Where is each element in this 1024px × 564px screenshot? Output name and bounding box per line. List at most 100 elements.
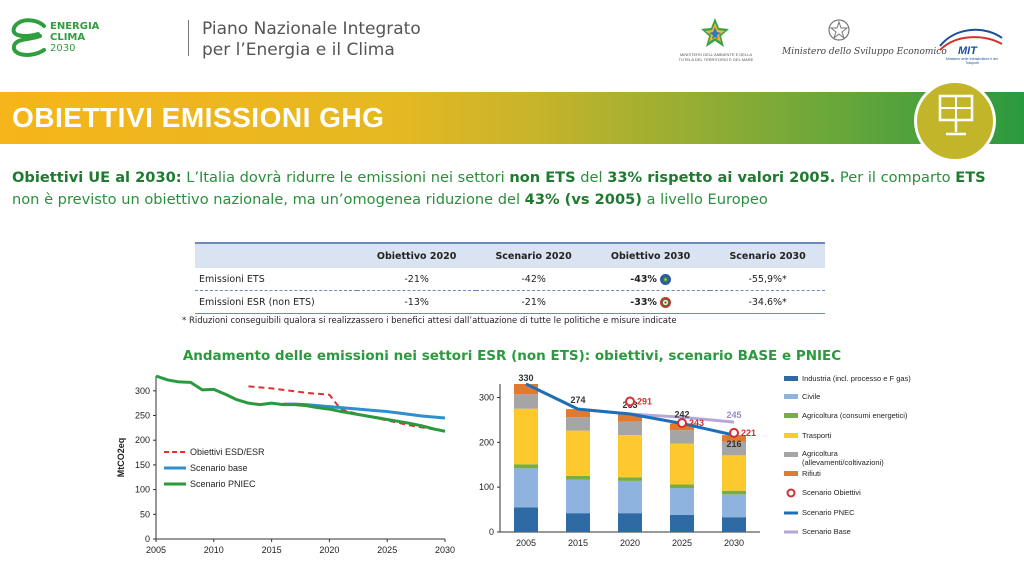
- mit-logo-text: MIT: [958, 45, 978, 57]
- bar-segment: [566, 475, 590, 480]
- objective-label: 243: [689, 418, 704, 428]
- target-icon: [659, 273, 671, 285]
- plan-title: Piano Nazionale Integrato per l’Energia …: [202, 19, 421, 60]
- y-tick-label: 200: [135, 435, 150, 445]
- bar-segment: [618, 421, 642, 436]
- legend-label: Scenario Obiettivi: [802, 488, 861, 497]
- y-tick-label: 0: [145, 534, 150, 544]
- legend-label: Scenario base: [190, 463, 248, 473]
- x-tick-label: 2025: [672, 538, 692, 548]
- objective-label: 221: [741, 428, 756, 438]
- legend-swatch: [784, 452, 798, 457]
- table-cell: -55,9%*: [710, 268, 825, 291]
- solar-panel-icon: [938, 94, 974, 136]
- bar-total-label: 216: [726, 439, 741, 449]
- bar-segment: [722, 517, 746, 532]
- y-axis-label: MtCO2eq: [116, 438, 126, 478]
- y-tick-label: 300: [479, 392, 494, 402]
- bar-total-label: 242: [674, 409, 689, 419]
- table-cell-target: -33%: [590, 290, 711, 314]
- table-cell-target: -43%: [590, 268, 711, 291]
- scenario-base-label: 245: [726, 410, 741, 420]
- bar-segment: [618, 513, 642, 532]
- bar-segment: [514, 468, 538, 508]
- legend-label: Scenario PNEC: [802, 508, 855, 517]
- legend-swatch: [784, 413, 798, 418]
- page-title: OBIETTIVI EMISSIONI GHG: [12, 102, 385, 133]
- table-cell: -21%: [357, 268, 477, 291]
- table-cell: -43%: [630, 273, 657, 285]
- x-tick-label: 2005: [146, 545, 166, 555]
- bar-segment: [566, 409, 590, 418]
- table-header-cell: [195, 242, 357, 268]
- ministry-sviluppo-label: Ministero dello Sviluppo Economico: [782, 47, 947, 57]
- table-cell: -21%: [476, 290, 591, 314]
- legend-label: Industria (incl. processo e F gas): [802, 374, 911, 383]
- legend-label: Trasporti: [802, 431, 832, 440]
- bar-segment: [618, 414, 642, 422]
- bar-segment: [722, 494, 746, 518]
- objective-marker: [625, 396, 635, 407]
- x-tick-label: 2025: [377, 545, 397, 555]
- legend-label: Rifiuti: [802, 469, 821, 478]
- bar-segment: [670, 430, 694, 444]
- bar-segment: [670, 484, 694, 489]
- mit-logo-icon: MIT: [939, 28, 1003, 57]
- bar-segment: [722, 435, 746, 442]
- x-tick-label: 2010: [204, 545, 224, 555]
- y-tick-label: 100: [135, 485, 150, 495]
- bar-segment: [670, 514, 694, 532]
- bar-segment: [514, 408, 538, 465]
- legend-label: Agricoltura (allevamenti/coltivazioni): [802, 449, 884, 467]
- logo-text: ENERGIA CLIMA 2030: [50, 21, 100, 54]
- legend-swatch: [786, 488, 796, 498]
- row-label: Emissioni ESR (non ETS): [195, 290, 357, 314]
- y-tick-label: 200: [479, 437, 494, 447]
- bar-segment: [670, 443, 694, 485]
- bar-segment: [566, 417, 590, 431]
- table-row: Emissioni ETS -21% -42% -43% -55,9%*: [195, 268, 825, 291]
- series-line: [248, 385, 446, 432]
- table-cell: -42%: [476, 268, 591, 291]
- ministry-trasporti-label: Ministero delle Infrastrutture e dei Tra…: [946, 57, 998, 65]
- esr-stacked-bar-chart: 0100200300200520152020202520303302742632…: [479, 373, 911, 548]
- bar-total-label: 330: [518, 373, 533, 383]
- table-header-cell: Obiettivo 2020: [357, 242, 477, 268]
- legend-swatch: [784, 471, 798, 476]
- scenario-pnec-line: [525, 382, 735, 437]
- bar-total-label: 274: [570, 395, 585, 405]
- x-tick-label: 2020: [319, 545, 339, 555]
- table-cell: -13%: [357, 290, 477, 314]
- table-header-row: Obiettivo 2020 Scenario 2020 Obiettivo 2…: [195, 242, 825, 268]
- legend-label: Civile: [802, 392, 820, 401]
- x-tick-label: 2015: [568, 538, 588, 548]
- esr-line-chart: 0 50 100 150 200 250 300 2005 2010 2015 2020 2025 20…: [116, 374, 455, 555]
- legend-label: Scenario PNIEC: [190, 479, 256, 489]
- bar-segment: [514, 394, 538, 409]
- x-tick-label: 2020: [620, 538, 640, 548]
- bar-segment: [566, 479, 590, 514]
- legend-swatch: [784, 394, 798, 399]
- objective-marker: [729, 427, 739, 438]
- bar-segment: [670, 488, 694, 515]
- bar-segment: [618, 480, 642, 514]
- bar-segment: [618, 477, 642, 481]
- republic-emblem-icon: [828, 19, 850, 41]
- bar-segment: [514, 464, 538, 469]
- y-tick-label: 0: [489, 527, 494, 537]
- y-tick-label: 100: [479, 482, 494, 492]
- y-tick-label: 150: [135, 460, 150, 470]
- table-header-cell: Obiettivo 2030: [590, 242, 711, 268]
- legend-label: Obiettivi ESD/ESR: [190, 447, 265, 457]
- bar-segment: [514, 507, 538, 532]
- y-tick-label: 250: [135, 411, 150, 421]
- emissions-targets-table: Obiettivo 2020 Scenario 2020 Obiettivo 2…: [195, 242, 825, 314]
- series-line: [155, 374, 446, 433]
- y-tick-label: 50: [140, 509, 150, 519]
- x-tick-label: 2005: [516, 538, 536, 548]
- energia-clima-logo: [11, 18, 46, 57]
- objective-label: 291: [637, 396, 652, 406]
- intro-paragraph: Obiettivi UE al 2030: L’Italia dovrà rid…: [12, 169, 986, 208]
- table-header-cell: Scenario 2030: [710, 242, 825, 268]
- bar-segment: [514, 384, 538, 395]
